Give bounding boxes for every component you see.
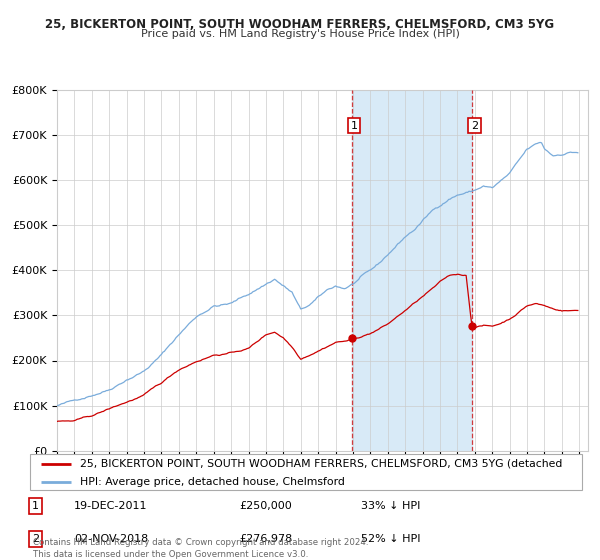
Text: 52% ↓ HPI: 52% ↓ HPI bbox=[361, 534, 421, 544]
Text: 02-NOV-2018: 02-NOV-2018 bbox=[74, 534, 148, 544]
Text: 25, BICKERTON POINT, SOUTH WOODHAM FERRERS, CHELMSFORD, CM3 5YG (detached: 25, BICKERTON POINT, SOUTH WOODHAM FERRE… bbox=[80, 459, 562, 469]
Text: 19-DEC-2011: 19-DEC-2011 bbox=[74, 501, 148, 511]
Text: £250,000: £250,000 bbox=[240, 501, 293, 511]
Text: HPI: Average price, detached house, Chelmsford: HPI: Average price, detached house, Chel… bbox=[80, 477, 344, 487]
Text: 33% ↓ HPI: 33% ↓ HPI bbox=[361, 501, 421, 511]
Text: 2: 2 bbox=[32, 534, 39, 544]
Text: £276,978: £276,978 bbox=[240, 534, 293, 544]
Text: 2: 2 bbox=[471, 121, 478, 130]
Bar bbox=[352, 90, 472, 451]
Text: 25, BICKERTON POINT, SOUTH WOODHAM FERRERS, CHELMSFORD, CM3 5YG: 25, BICKERTON POINT, SOUTH WOODHAM FERRE… bbox=[46, 18, 554, 31]
Text: 1: 1 bbox=[350, 121, 358, 130]
Text: Price paid vs. HM Land Registry's House Price Index (HPI): Price paid vs. HM Land Registry's House … bbox=[140, 29, 460, 39]
Text: Contains HM Land Registry data © Crown copyright and database right 2024.
This d: Contains HM Land Registry data © Crown c… bbox=[33, 538, 368, 559]
Text: 1: 1 bbox=[32, 501, 39, 511]
